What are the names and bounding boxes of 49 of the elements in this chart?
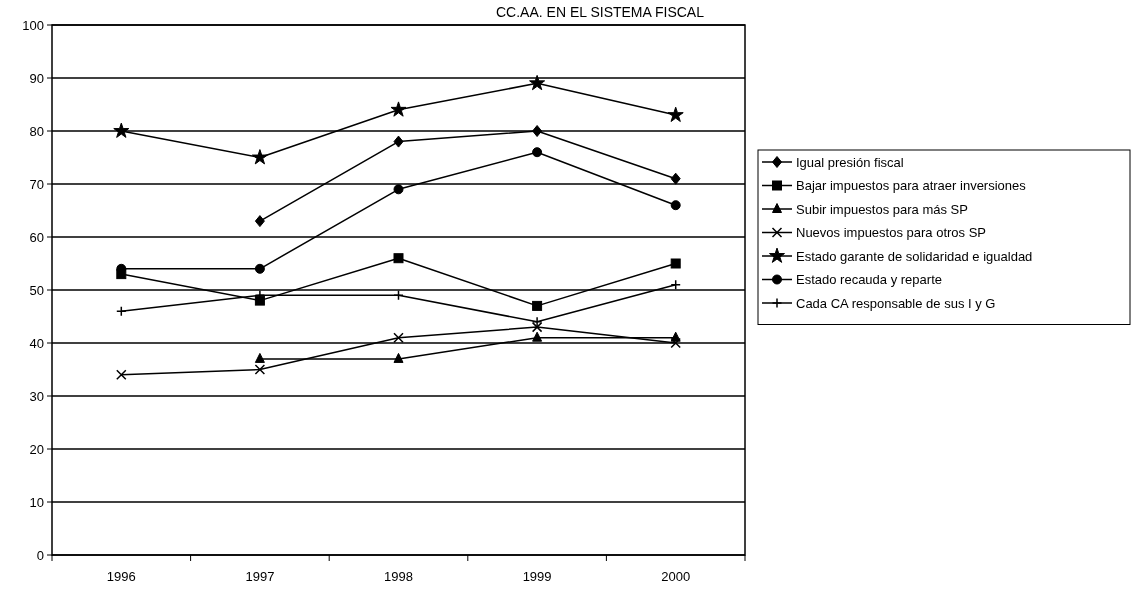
point — [529, 74, 546, 91]
point — [393, 184, 404, 195]
point — [670, 258, 681, 269]
point — [254, 215, 265, 228]
x-tick-label: 1999 — [522, 569, 552, 584]
point — [393, 332, 404, 343]
point — [670, 200, 681, 211]
legend-label: Igual presión fiscal — [796, 154, 904, 170]
x-tick-label: 1997 — [245, 569, 275, 584]
y-tick-label: 60 — [29, 229, 44, 245]
y-tick-label: 0 — [36, 547, 44, 563]
point — [667, 106, 684, 122]
x-tick-label: 1996 — [106, 569, 136, 584]
point — [393, 352, 404, 363]
legend-label: Estado garante de solidaridad e igualdad — [796, 248, 1033, 264]
y-tick-label: 90 — [29, 70, 44, 86]
point — [393, 135, 404, 148]
point — [254, 263, 265, 274]
x-tick-label: 2000 — [661, 569, 691, 584]
point — [532, 300, 543, 311]
y-tick-label: 10 — [29, 494, 44, 510]
point — [390, 101, 407, 117]
point — [116, 369, 127, 381]
point — [254, 295, 265, 306]
y-tick-label: 50 — [29, 282, 44, 298]
legend-label: Nuevos impuestos para otros SP — [796, 225, 987, 241]
y-tick-label: 40 — [29, 335, 44, 351]
y-tick-label: 30 — [29, 388, 44, 404]
legend-label: Estado recauda y reparte — [796, 272, 942, 288]
point — [532, 331, 543, 342]
point — [532, 125, 543, 137]
point — [113, 122, 130, 138]
y-tick-label: 20 — [29, 441, 44, 457]
y-tick-label: 80 — [29, 123, 44, 139]
y-tick-label: 70 — [29, 176, 44, 192]
legend-label: Subir impuestos para más SP — [796, 201, 968, 217]
legend-label: Cada CA responsable de sus I y G — [796, 295, 996, 311]
legend-label: Bajar impuestos para atraer inversiones — [796, 178, 1027, 194]
point — [254, 352, 265, 363]
point — [670, 337, 681, 349]
point — [393, 253, 404, 264]
point — [251, 149, 268, 165]
point — [532, 147, 543, 158]
point — [116, 305, 127, 317]
point — [254, 364, 266, 375]
x-tick-label: 1998 — [384, 569, 413, 584]
y-tick-label: 100 — [22, 17, 44, 33]
point — [670, 172, 681, 185]
chart-title: CC.AA. EN EL SISTEMA FISCAL — [496, 4, 705, 20]
